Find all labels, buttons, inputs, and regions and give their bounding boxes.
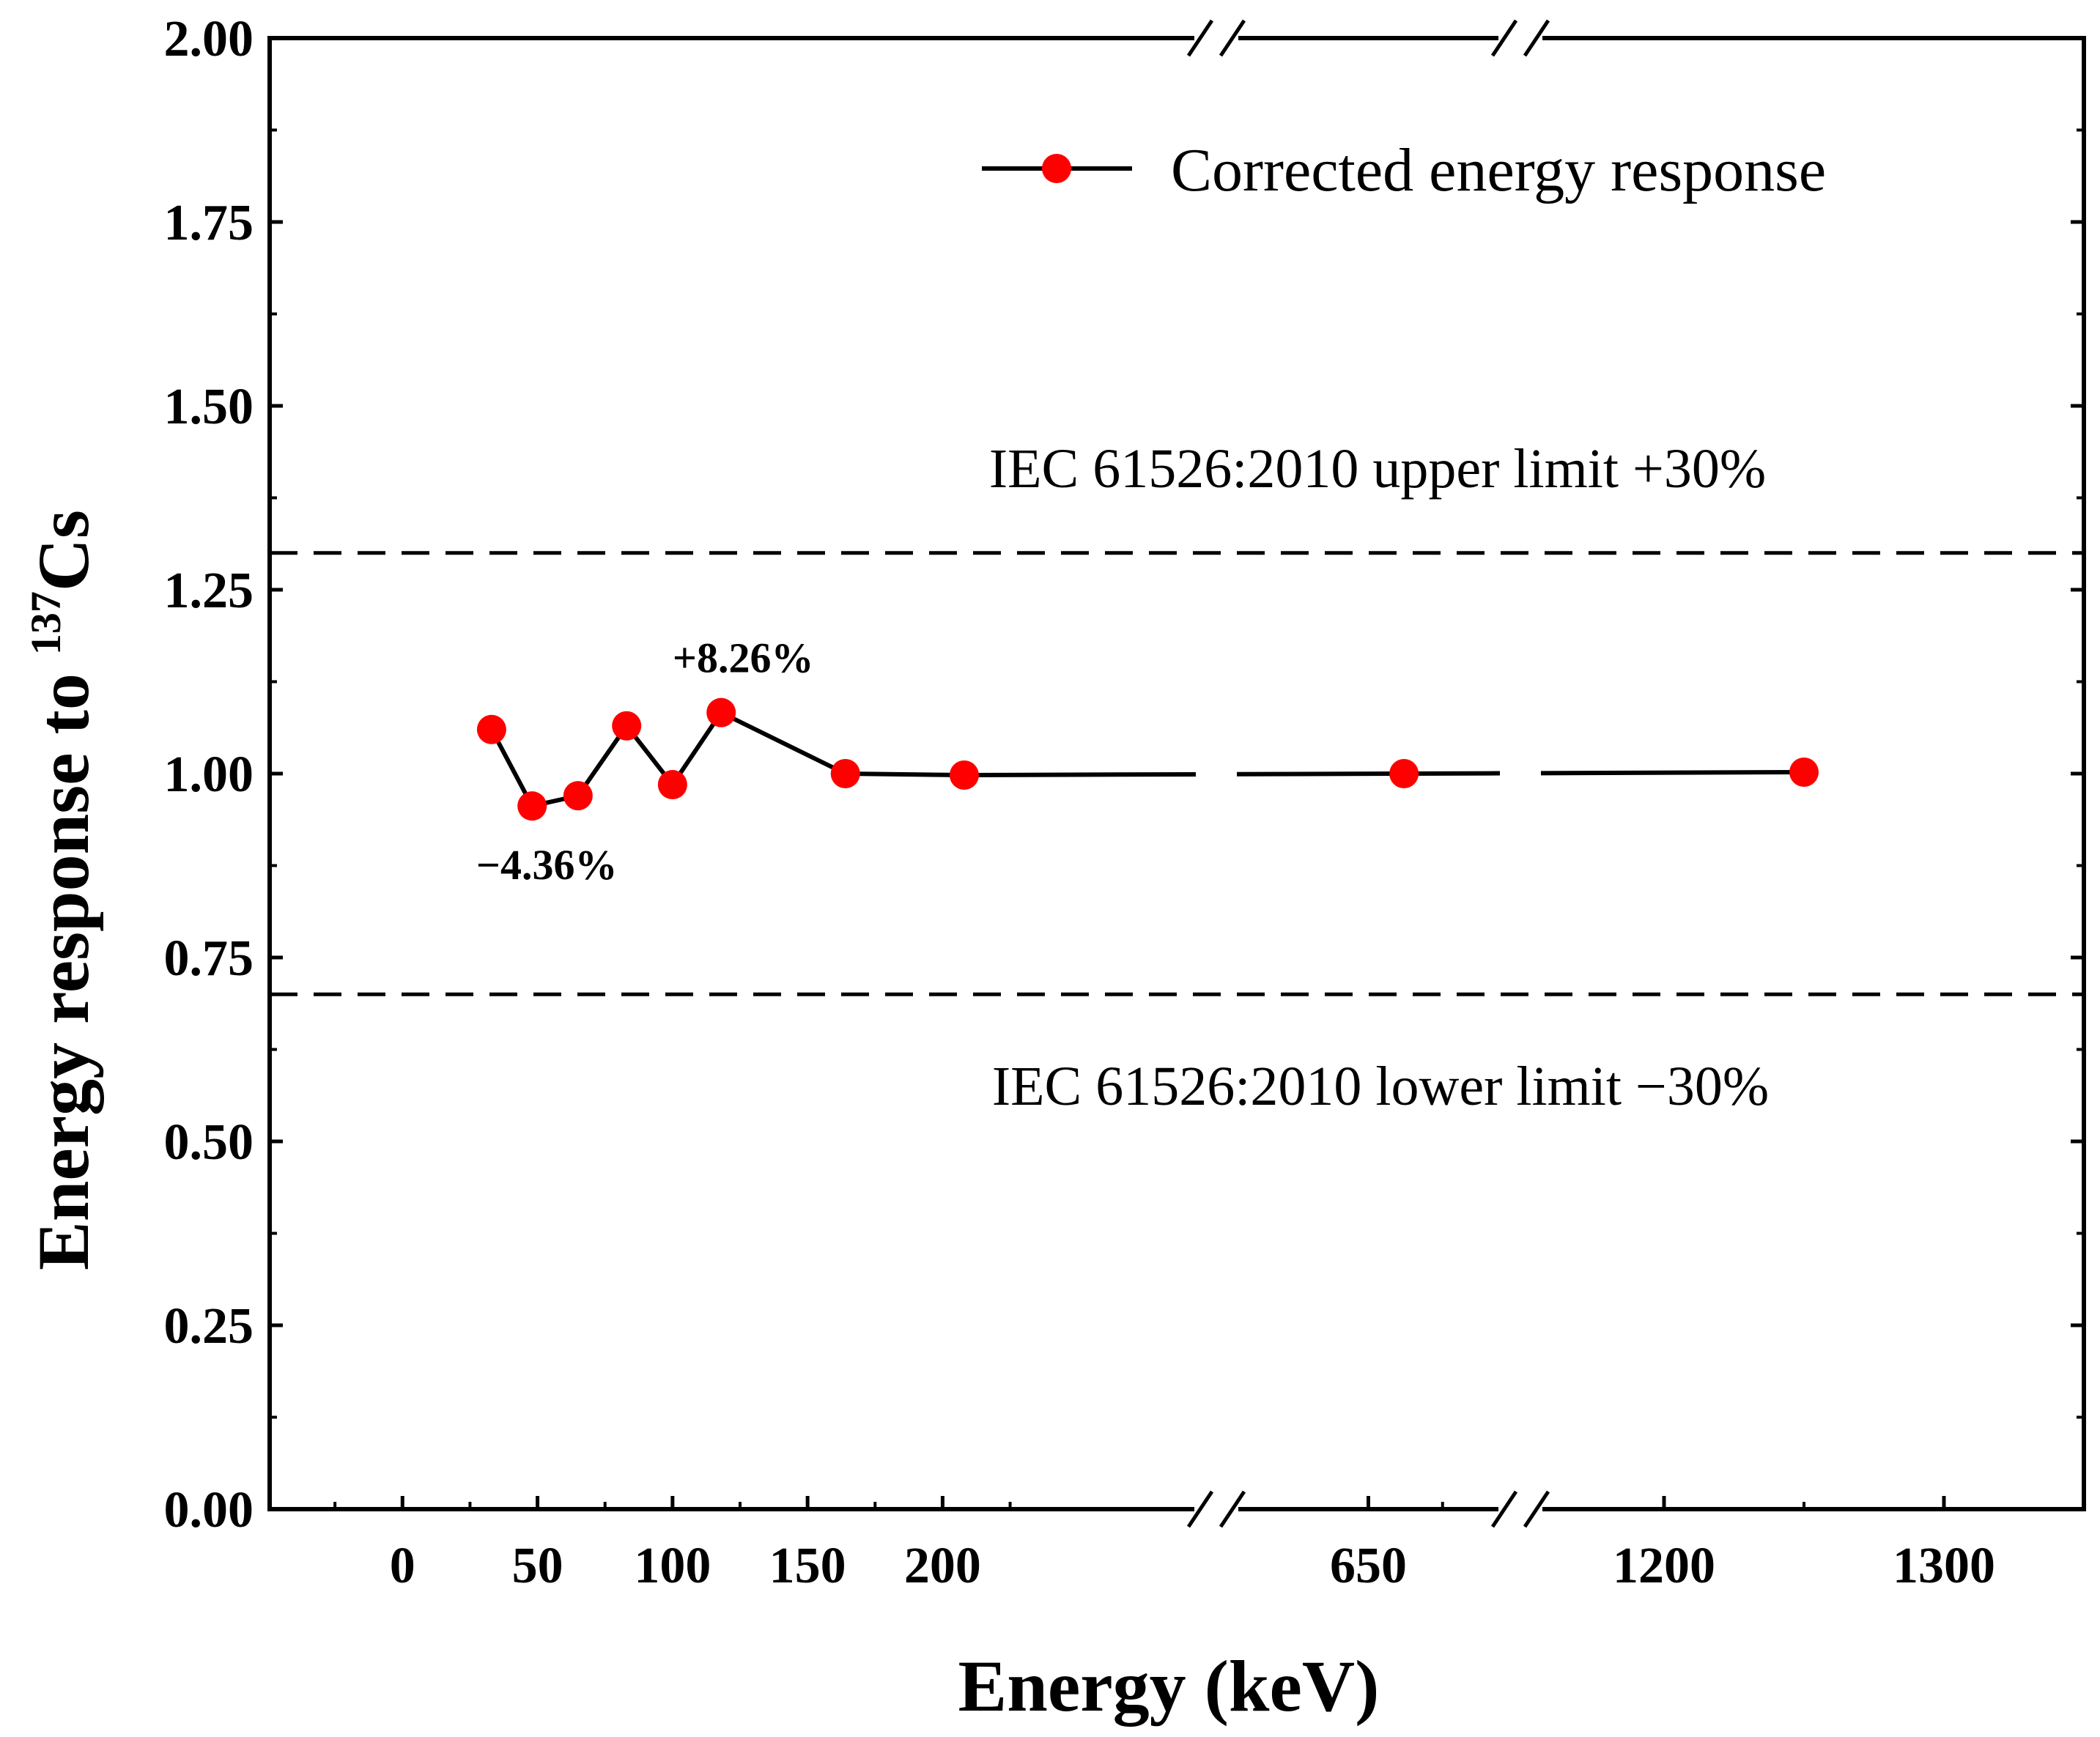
y-tick-label: 2.00 xyxy=(164,11,254,67)
annotation-max-deviation: +8.26% xyxy=(673,634,814,682)
lower-limit-label: IEC 61526:2010 lower limit −30% xyxy=(992,1056,1769,1117)
y-axis-title-isotope-mass: 137 xyxy=(22,591,70,655)
series-line-segment xyxy=(845,771,964,778)
x-tick-label: 0 xyxy=(390,1538,415,1594)
upper-limit-label: IEC 61526:2010 upper limit +30% xyxy=(989,438,1766,500)
axis-break-mark-top-2 xyxy=(1523,19,1550,57)
axis-break-gap-bottom-2 xyxy=(1498,1502,1542,1516)
data-point xyxy=(517,791,547,821)
axis-break-mark-bottom-1 xyxy=(1186,1490,1214,1528)
data-point xyxy=(476,714,506,744)
y-tick-label: 0.25 xyxy=(164,1298,254,1355)
axis-break-mark-bottom-2 xyxy=(1523,1490,1550,1528)
data-point xyxy=(1389,759,1419,788)
x-tick-label: 1300 xyxy=(1893,1538,1995,1594)
y-tick-label: 1.75 xyxy=(164,195,254,251)
legend: Corrected energy response xyxy=(982,136,1826,204)
y-tick-label: 0.00 xyxy=(164,1482,254,1538)
axis-break-mark-top-1 xyxy=(1186,19,1214,57)
axis-break-gap-bottom-1 xyxy=(1194,1502,1238,1516)
annotation-min-deviation: −4.36% xyxy=(476,841,618,889)
data-point xyxy=(612,711,642,741)
x-tick-label: 100 xyxy=(634,1538,711,1594)
y-tick-label: 1.00 xyxy=(164,747,254,803)
axis-break-mark-bottom-1 xyxy=(1219,1490,1246,1528)
x-tick-label: 650 xyxy=(1330,1538,1407,1594)
series-line-segment xyxy=(964,771,1197,778)
x-axis-title: Energy (keV) xyxy=(958,1645,1380,1727)
data-point xyxy=(563,781,593,811)
data-point xyxy=(1789,757,1819,787)
ticks-layer: 0.00 0.25 0.50 0.75 1.00 1.25 1.50 1.75 2.00 0 50 1… xyxy=(164,11,2084,1594)
series-line-segment xyxy=(1540,769,1805,776)
x-tick-label: 1200 xyxy=(1613,1538,1715,1594)
series-line-segment xyxy=(720,710,847,776)
x-tick-label: 150 xyxy=(769,1538,846,1594)
x-tick-label: 200 xyxy=(904,1538,981,1594)
series-layer xyxy=(476,697,1819,821)
y-axis-title-prefix: Energy response to xyxy=(23,655,104,1270)
axis-break-gap-top-1 xyxy=(1194,31,1238,45)
legend-label: Corrected energy response xyxy=(1171,136,1826,204)
x-tick-label: 50 xyxy=(512,1538,563,1594)
data-point xyxy=(657,770,687,800)
axis-break-mark-top-2 xyxy=(1490,19,1518,57)
data-point xyxy=(949,760,979,790)
y-axis-title: Energy response to 137Cs xyxy=(22,510,104,1270)
y-tick-label: 0.75 xyxy=(164,930,254,987)
reference-lines xyxy=(270,551,2084,996)
y-tick-label: 1.50 xyxy=(164,379,254,435)
y-tick-label: 0.50 xyxy=(164,1114,254,1171)
y-axis-title-isotope-symbol: Cs xyxy=(23,510,104,591)
legend-marker-swatch xyxy=(1042,154,1071,183)
data-point xyxy=(706,697,736,727)
axis-break-gap-top-2 xyxy=(1498,31,1542,45)
axis-break-mark-bottom-2 xyxy=(1490,1490,1518,1528)
data-point xyxy=(830,759,860,788)
axis-break-mark-top-1 xyxy=(1219,19,1246,57)
y-tick-label: 1.25 xyxy=(164,563,254,619)
